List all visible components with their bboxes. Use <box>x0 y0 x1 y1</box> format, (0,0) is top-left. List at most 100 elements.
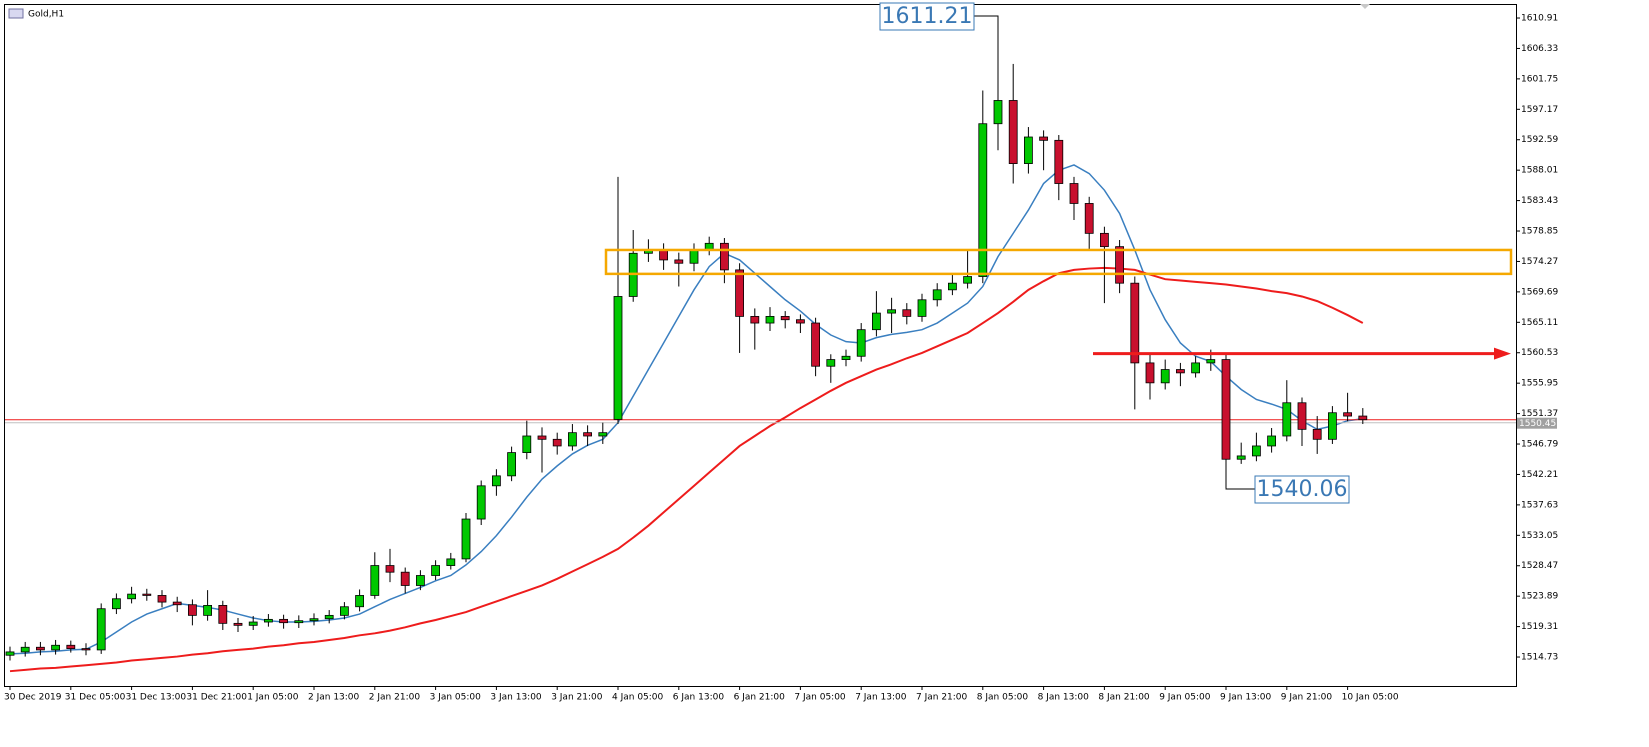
x-tick-label: 2 Jan 21:00 <box>369 693 421 703</box>
y-tick-label: 1583.43 <box>1521 196 1558 206</box>
candle-body <box>1176 370 1184 373</box>
annotation: 1611.21 <box>882 4 973 29</box>
candle-body <box>264 619 272 622</box>
candle-body <box>827 360 835 367</box>
symbol-icon <box>9 9 23 18</box>
candle-body <box>234 623 242 625</box>
y-tick-label: 1519.31 <box>1521 622 1558 632</box>
candle-body <box>1283 403 1291 436</box>
y-tick-label: 1592.59 <box>1521 135 1558 145</box>
candle-body <box>1024 137 1032 164</box>
x-tick-label: 2 Jan 13:00 <box>308 693 360 703</box>
x-tick-label: 7 Jan 05:00 <box>794 693 846 703</box>
candle-body <box>340 607 348 616</box>
candle-body <box>812 323 820 366</box>
candle-body <box>310 619 318 621</box>
candle-body <box>781 316 789 319</box>
candle-body <box>964 277 972 284</box>
candle-body <box>1222 360 1230 460</box>
candle-body <box>97 609 105 650</box>
candle-body <box>720 243 728 270</box>
y-tick-label: 1610.91 <box>1521 14 1558 24</box>
candle-body <box>553 439 561 446</box>
candle-body <box>204 605 212 615</box>
candle-body <box>1085 203 1093 233</box>
candle-body <box>1237 456 1245 459</box>
candle-body <box>280 619 288 622</box>
candle-body <box>1116 247 1124 284</box>
y-tick-label: 1560.53 <box>1521 348 1558 358</box>
candle-body <box>1313 429 1321 439</box>
x-tick-label: 8 Jan 13:00 <box>1038 693 1090 703</box>
candle-body <box>143 594 151 595</box>
candle-body <box>1192 363 1200 373</box>
candle-body <box>371 566 379 596</box>
candle-body <box>1359 416 1367 420</box>
y-tick-label: 1569.69 <box>1521 287 1558 297</box>
candle-body <box>766 316 774 323</box>
candle-body <box>508 453 516 476</box>
candle-body <box>751 316 759 323</box>
candle-body <box>1055 140 1063 183</box>
candle-body <box>477 486 485 519</box>
candle-body <box>416 576 424 586</box>
y-tick-label: 1574.27 <box>1521 257 1558 267</box>
candle-body <box>690 250 698 263</box>
y-tick-label: 1542.21 <box>1521 470 1558 480</box>
candle-body <box>325 615 333 618</box>
candle-body <box>1070 184 1078 204</box>
candle-body <box>1100 233 1108 246</box>
candle-body <box>188 605 196 616</box>
candle-body <box>872 313 880 330</box>
candle-body <box>401 572 409 585</box>
candle-body <box>918 300 926 317</box>
y-tick-label: 1537.63 <box>1521 500 1558 510</box>
x-tick-label: 30 Dec 2019 <box>4 693 62 703</box>
candle-body <box>1161 370 1169 383</box>
candle-body <box>356 595 364 606</box>
candle-body <box>219 605 227 623</box>
y-tick-label: 1528.47 <box>1521 561 1558 571</box>
candle-body <box>82 649 90 650</box>
x-tick-label: 10 Jan 05:00 <box>1342 693 1399 703</box>
candle-body <box>173 602 181 605</box>
candle-body <box>736 270 744 317</box>
x-tick-label: 8 Jan 21:00 <box>1098 693 1150 703</box>
candle-body <box>568 433 576 446</box>
x-tick-label: 3 Jan 13:00 <box>490 693 542 703</box>
candle-body <box>660 250 668 260</box>
candle-body <box>1146 363 1154 383</box>
x-tick-label: 3 Jan 21:00 <box>551 693 603 703</box>
y-tick-label: 1578.85 <box>1521 227 1558 237</box>
candle-body <box>979 124 987 277</box>
candle-body <box>675 260 683 263</box>
y-tick-label: 1555.95 <box>1521 379 1558 389</box>
x-tick-label: 31 Dec 13:00 <box>126 693 187 703</box>
x-tick-label: 8 Jan 05:00 <box>977 693 1029 703</box>
candle-body <box>1268 436 1276 446</box>
x-tick-label: 9 Jan 13:00 <box>1220 693 1272 703</box>
candle-body <box>447 559 455 566</box>
y-tick-label: 1546.79 <box>1521 440 1558 450</box>
candle-body <box>1207 360 1215 363</box>
x-tick-label: 9 Jan 05:00 <box>1159 693 1211 703</box>
y-tick-label: 1565.11 <box>1521 318 1558 328</box>
candle-body <box>295 621 303 623</box>
x-tick-label: 6 Jan 21:00 <box>734 693 786 703</box>
candle-body <box>1009 100 1017 163</box>
candle-body <box>128 594 136 599</box>
candle-body <box>6 652 14 655</box>
candle-body <box>21 647 29 652</box>
candle-body <box>584 433 592 436</box>
candle-body <box>492 476 500 486</box>
price-label: 1550.45 <box>1519 419 1556 429</box>
candle-body <box>1040 137 1048 140</box>
candle-body <box>158 595 166 602</box>
y-tick-label: 1514.73 <box>1521 653 1558 663</box>
candle-body <box>67 645 75 648</box>
candle-body <box>112 599 120 609</box>
candle-body <box>386 566 394 573</box>
